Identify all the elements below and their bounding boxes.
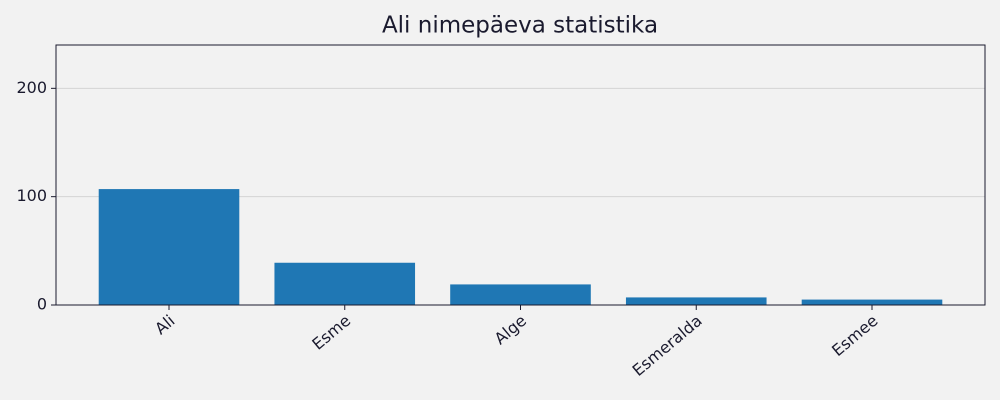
bar (625, 297, 767, 305)
bar (98, 189, 240, 305)
bar (274, 262, 416, 305)
y-tick-label: 200 (16, 78, 47, 97)
chart-title: Ali nimepäeva statistika (382, 13, 658, 39)
bar (801, 299, 943, 305)
plot-frame (55, 44, 986, 306)
y-tick-label: 0 (37, 295, 47, 314)
y-tick-label: 100 (16, 186, 47, 205)
bar (450, 284, 591, 305)
